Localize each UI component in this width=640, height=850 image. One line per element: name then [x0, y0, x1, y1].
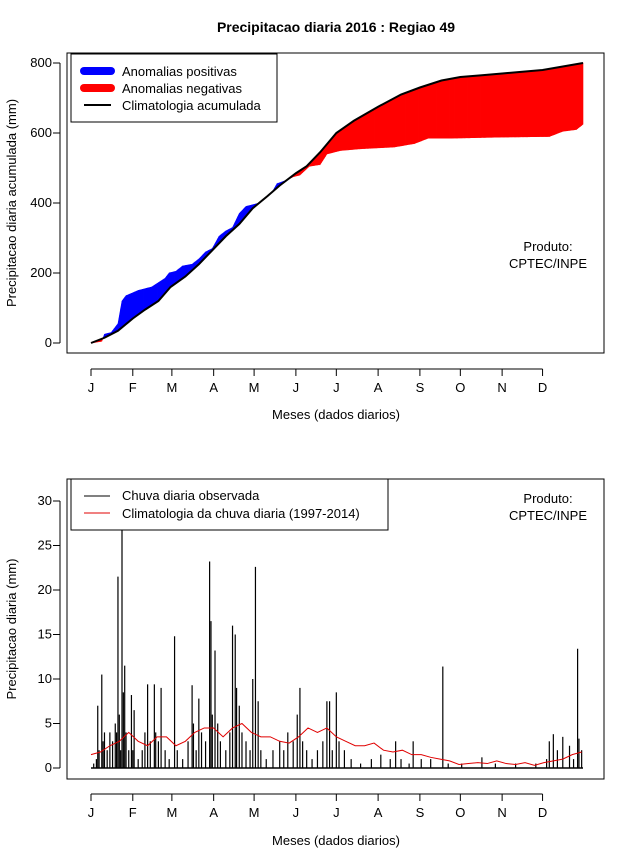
axes: J F M A M J J A S O N D 0 200 400 600 800 [30, 55, 547, 395]
y-tick-label: 600 [30, 125, 52, 140]
axes: J F M A M J J A S O N D 0 5 10 15 20 25 30 [38, 493, 548, 820]
product-label: Produto: [523, 239, 572, 254]
x-tick-label: D [538, 380, 547, 395]
y-axis-label: Precipitacao diaria (mm) [4, 559, 19, 700]
x-tick-label: M [166, 380, 177, 395]
negative-anomaly-segment [581, 62, 584, 126]
legend-label-observed: Chuva diaria observada [122, 488, 260, 503]
legend-label-negative: Anomalias negativas [122, 81, 242, 96]
x-tick-label: A [374, 805, 383, 820]
x-tick-label: N [497, 805, 506, 820]
x-tick-label: A [209, 380, 218, 395]
x-tick-label: J [88, 805, 95, 820]
observed-bars [91, 527, 583, 769]
x-tick-label: O [455, 805, 465, 820]
y-tick-label: 20 [38, 582, 52, 597]
product-source: CPTEC/INPE [509, 256, 587, 271]
y-tick-label: 400 [30, 195, 52, 210]
x-tick-label: A [209, 805, 218, 820]
x-axis-label: Meses (dados diarios) [272, 407, 400, 422]
x-axis-label: Meses (dados diarios) [272, 833, 400, 848]
y-axis-label: Precipitacao diaria acumulada (mm) [4, 99, 19, 307]
legend-label-climatology: Climatologia da chuva diaria (1997-2014) [122, 506, 360, 521]
y-tick-label: 800 [30, 55, 52, 70]
plot-frame [66, 52, 605, 354]
y-tick-label: 25 [38, 538, 52, 553]
x-tick-label: J [293, 805, 300, 820]
legend: Chuva diaria observada Climatologia da c… [70, 478, 389, 531]
legend-label-positive: Anomalias positivas [122, 64, 237, 79]
legend-label-climatology: Climatologia acumulada [122, 98, 262, 113]
product-label: Produto: [523, 491, 572, 506]
cumulative-panel: J F M A M J J A S O N D 0 200 400 600 800 Meses (dados d… [4, 52, 605, 422]
x-tick-label: S [416, 805, 425, 820]
x-tick-label: D [538, 805, 547, 820]
daily-panel: J F M A M J J A S O N D 0 5 10 15 20 25 30 Meses (dados di… [4, 478, 605, 848]
climatology-daily-line [90, 722, 582, 766]
y-tick-label: 30 [38, 493, 52, 508]
x-tick-label: A [374, 380, 383, 395]
x-tick-label: J [88, 380, 95, 395]
x-tick-label: M [249, 380, 260, 395]
climatology-cumulative-line [90, 62, 584, 344]
x-tick-label: J [333, 380, 340, 395]
x-tick-label: M [166, 805, 177, 820]
chart-title: Precipitacao diaria 2016 : Regiao 49 [217, 19, 455, 35]
x-tick-label: F [129, 380, 137, 395]
y-tick-label: 200 [30, 265, 52, 280]
x-tick-label: S [416, 380, 425, 395]
y-tick-label: 10 [38, 671, 52, 686]
x-tick-label: N [497, 380, 506, 395]
y-tick-label: 15 [38, 627, 52, 642]
y-tick-label: 0 [45, 335, 52, 350]
y-tick-label: 5 [45, 716, 52, 731]
product-source: CPTEC/INPE [509, 508, 587, 523]
x-tick-label: O [455, 380, 465, 395]
legend: Anomalias positivas Anomalias negativas … [70, 53, 278, 123]
y-tick-label: 0 [45, 760, 52, 775]
x-tick-label: F [129, 805, 137, 820]
x-tick-label: J [333, 805, 340, 820]
legend-box [70, 478, 389, 531]
x-tick-label: M [249, 805, 260, 820]
x-tick-label: J [293, 380, 300, 395]
